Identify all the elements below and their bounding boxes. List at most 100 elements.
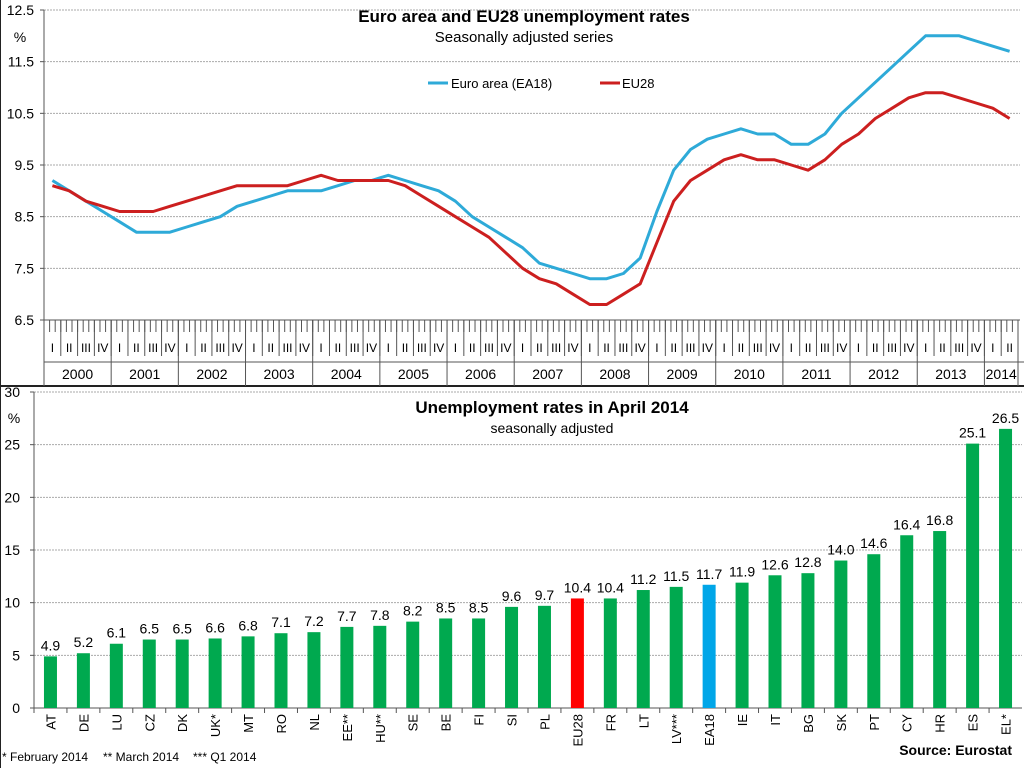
line-chart-quarter-label: III: [753, 341, 763, 355]
bar-category-label: SK: [834, 714, 849, 732]
line-chart-year-label: 2007: [532, 366, 563, 382]
bar-category-label: SI: [505, 714, 520, 726]
bar-category-label: EU28: [570, 714, 585, 747]
bar-lu: [109, 643, 123, 708]
legend-label-ea18: Euro area (EA18): [451, 76, 552, 91]
bar-mt: [241, 636, 255, 708]
bar-chart-y-tick-label: 10: [4, 595, 20, 611]
bar-fi: [472, 618, 486, 708]
line-chart-quarter-label: II: [738, 341, 745, 355]
bar-value-label: 8.5: [469, 599, 489, 615]
bar-value-label: 7.2: [304, 613, 324, 629]
line-chart-quarter-label: IV: [903, 341, 914, 355]
bar-category-label: MT: [241, 714, 256, 733]
bar-category-label: HR: [933, 714, 948, 733]
line-chart-y-tick-label: 9.5: [15, 157, 35, 173]
bar-value-label: 7.7: [337, 608, 357, 624]
line-chart-quarter-label: I: [252, 341, 255, 355]
bar-eu28: [570, 598, 584, 708]
line-chart-quarter-label: I: [387, 341, 390, 355]
line-chart-quarter-label: II: [603, 341, 610, 355]
line-chart-year-label: 2012: [868, 366, 899, 382]
bar-ea18: [702, 584, 716, 708]
bar-value-label: 6.8: [238, 617, 258, 633]
bar-dk: [175, 639, 189, 708]
bar-value-label: 11.5: [663, 568, 689, 584]
bar-lt: [636, 590, 650, 708]
bar-value-label: 8.5: [436, 599, 456, 615]
bar-ro: [274, 633, 288, 708]
line-chart-quarter-label: III: [551, 341, 561, 355]
footnote-march: ** March 2014: [103, 750, 179, 764]
line-chart-quarter-label: III: [81, 341, 91, 355]
bar-value-label: 6.5: [140, 621, 160, 637]
line-chart-quarter-label: III: [417, 341, 427, 355]
bar-chart-y-tick-label: 20: [4, 489, 20, 505]
line-chart-quarter-label: I: [857, 341, 860, 355]
bar-value-label: 10.4: [597, 579, 624, 595]
bar-bg: [801, 573, 815, 708]
bar-value-label: 11.2: [630, 571, 656, 587]
bar-value-label: 4.9: [41, 637, 61, 653]
bar-category-label: SE: [406, 714, 421, 732]
bar-category-label: DE: [76, 714, 91, 732]
line-chart-year-label: 2008: [599, 366, 630, 382]
line-chart-y-tick-label: 8.5: [15, 209, 35, 225]
line-chart-quarter-label: IV: [769, 341, 780, 355]
bar-uk: [208, 638, 222, 708]
line-chart-quarter-label: III: [686, 341, 696, 355]
line-chart-subtitle: Seasonally adjusted series: [435, 29, 613, 46]
line-chart-quarter-label: III: [618, 341, 628, 355]
line-chart-quarter-label: I: [991, 341, 994, 355]
line-chart-quarter-label: IV: [97, 341, 108, 355]
line-chart-quarter-label: II: [939, 341, 946, 355]
line-chart-quarter-label: IV: [231, 341, 242, 355]
bar-se: [406, 621, 420, 708]
bar-category-label: EE**: [340, 714, 355, 741]
bar-it: [768, 575, 782, 708]
bar-be: [439, 618, 453, 708]
bar-category-label: EL*: [999, 714, 1014, 735]
bar-lv: [669, 586, 683, 708]
footnote-february: * February 2014: [2, 750, 88, 764]
series-line-eu28: [51, 91, 1011, 306]
line-chart-quarter-label: III: [215, 341, 225, 355]
bar-chart-title: Unemployment rates in April 2014: [415, 398, 689, 417]
line-chart-quarter-label: IV: [702, 341, 713, 355]
bar-si: [505, 606, 519, 708]
bar-chart-y-tick-label: 5: [12, 647, 20, 663]
bar-chart-y-tick-label: 30: [4, 384, 20, 400]
bar-value-label: 5.2: [74, 634, 94, 650]
bar-category-label: NL: [307, 714, 322, 731]
bar-category-label: UK*: [208, 714, 223, 737]
bar-value-label: 9.6: [502, 588, 522, 604]
bar-chart-subtitle: seasonally adjusted: [491, 420, 614, 436]
line-chart-quarter-label: III: [820, 341, 830, 355]
line-chart-quarter-label: IV: [970, 341, 981, 355]
line-chart-quarter-label: III: [484, 341, 494, 355]
line-chart-quarter-label: I: [185, 341, 188, 355]
line-chart-year-label: 2011: [801, 366, 831, 382]
line-chart-year-label: 2006: [465, 366, 496, 382]
line-chart-title: Euro area and EU28 unemployment rates: [358, 7, 690, 26]
series-line-euro-area: [51, 34, 1011, 281]
bar-category-label: AT: [43, 714, 58, 730]
bar-value-label: 16.4: [893, 516, 920, 532]
bar-value-label: 6.6: [205, 619, 225, 635]
bar-value-label: 16.8: [926, 512, 953, 528]
bar-value-label: 14.6: [860, 535, 887, 551]
bar-hr: [933, 531, 947, 708]
bar-nl: [307, 632, 321, 708]
bar-value-label: 12.8: [794, 554, 821, 570]
bar-value-label: 7.1: [271, 614, 291, 630]
legend-label-eu28: EU28: [622, 76, 655, 91]
line-chart-quarter-label: I: [924, 341, 927, 355]
line-chart-quarter-label: II: [335, 341, 342, 355]
line-chart-year-label: 2009: [667, 366, 698, 382]
bar-value-label: 8.2: [403, 603, 423, 619]
bar-category-label: RO: [274, 714, 289, 734]
line-chart-year-label: 2010: [734, 366, 765, 382]
bar-el: [999, 428, 1013, 708]
line-chart-quarter-label: IV: [634, 341, 645, 355]
